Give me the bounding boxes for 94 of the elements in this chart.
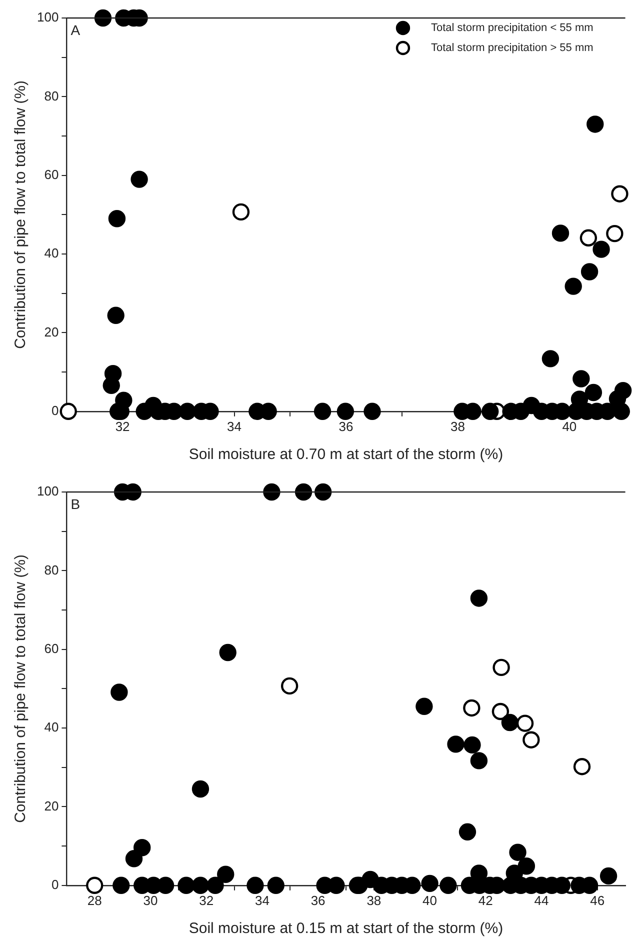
y-tick-label: 40 [44,246,59,261]
point [60,402,77,420]
point [294,483,312,501]
point [336,402,354,420]
y-tick-label: 60 [44,640,59,656]
point [192,780,210,798]
x-tick-label: 36 [338,418,354,434]
point [134,839,151,856]
legend-label: Total storm precipitation < 55 mm [430,22,594,34]
point [586,116,604,133]
y-tick-label: 20 [44,324,59,340]
point [102,376,120,394]
point [206,876,224,894]
x-tick-label: 32 [199,892,214,908]
x-axis-title: Soil moisture at 0.70 m at start of the storm (%) [188,446,504,464]
point [509,844,526,861]
y-tick-label: 60 [44,166,59,182]
point [464,736,481,754]
point [314,402,332,420]
point [112,876,130,894]
x-tick-label: 34 [227,418,242,434]
point [192,876,210,894]
x-tick-label: 46 [590,892,605,908]
y-tick-label: 100 [36,10,59,25]
point [470,752,488,770]
point [572,370,590,388]
y-tick-label: 0 [51,402,59,418]
x-tick-label: 44 [534,892,549,908]
point [458,823,476,840]
point [246,876,264,894]
point [492,658,510,676]
point [267,876,284,894]
point [580,263,598,280]
x-tick-label: 40 [562,418,577,434]
x-tick-label: 38 [366,892,382,908]
y-tick-label: 0 [51,876,59,892]
point [110,684,128,701]
y-tick-label: 40 [44,720,59,735]
point [606,224,624,242]
point [364,402,381,420]
point [592,240,610,258]
x-tick-label: 42 [478,892,493,908]
point [314,483,332,501]
point [86,876,104,894]
point [421,874,438,892]
point [470,590,488,607]
point [125,850,143,868]
x-tick-label: 38 [450,418,465,434]
annotation: B [70,496,80,512]
x-tick-label: 28 [87,892,102,908]
point [232,203,250,221]
point [600,867,618,885]
y-tick-label: 100 [36,484,59,499]
point [542,350,560,368]
legend-label: Total storm precipitation > 55 mm [430,42,594,54]
point [178,876,195,894]
point [219,644,236,662]
point [447,736,464,753]
point [552,224,570,242]
point [573,758,591,776]
point [107,306,124,324]
point [263,483,280,501]
x-axis-title: Soil moisture at 0.15 m at start of the storm (%) [188,920,504,938]
point [518,858,536,875]
point [130,170,148,188]
point [516,714,534,732]
point [501,714,519,732]
x-tick-label: 34 [254,892,270,908]
point [94,9,112,27]
point [608,390,626,408]
x-tick-label: 32 [115,418,130,434]
y-tick-label: 20 [44,798,59,814]
point [611,185,628,202]
x-tick-label: 36 [310,892,326,908]
y-tick-label: 80 [44,562,59,578]
point [492,702,510,720]
y-axis-title: Contribution of pipe flow to total flow (%) [12,554,30,823]
point [580,229,598,247]
point [280,677,298,695]
x-tick-label: 30 [143,892,158,908]
point [217,866,234,883]
point [584,384,602,402]
point [178,402,196,420]
point [482,402,499,420]
y-tick-label: 80 [44,88,59,104]
y-axis-title: Contribution of pipe flow to total flow (%) [12,80,30,349]
point [416,698,433,716]
x-tick-label: 40 [422,892,438,908]
point [564,278,582,295]
point [440,876,457,894]
point [522,731,540,748]
annotation: A [70,22,81,38]
point [463,699,480,717]
point [108,210,126,228]
